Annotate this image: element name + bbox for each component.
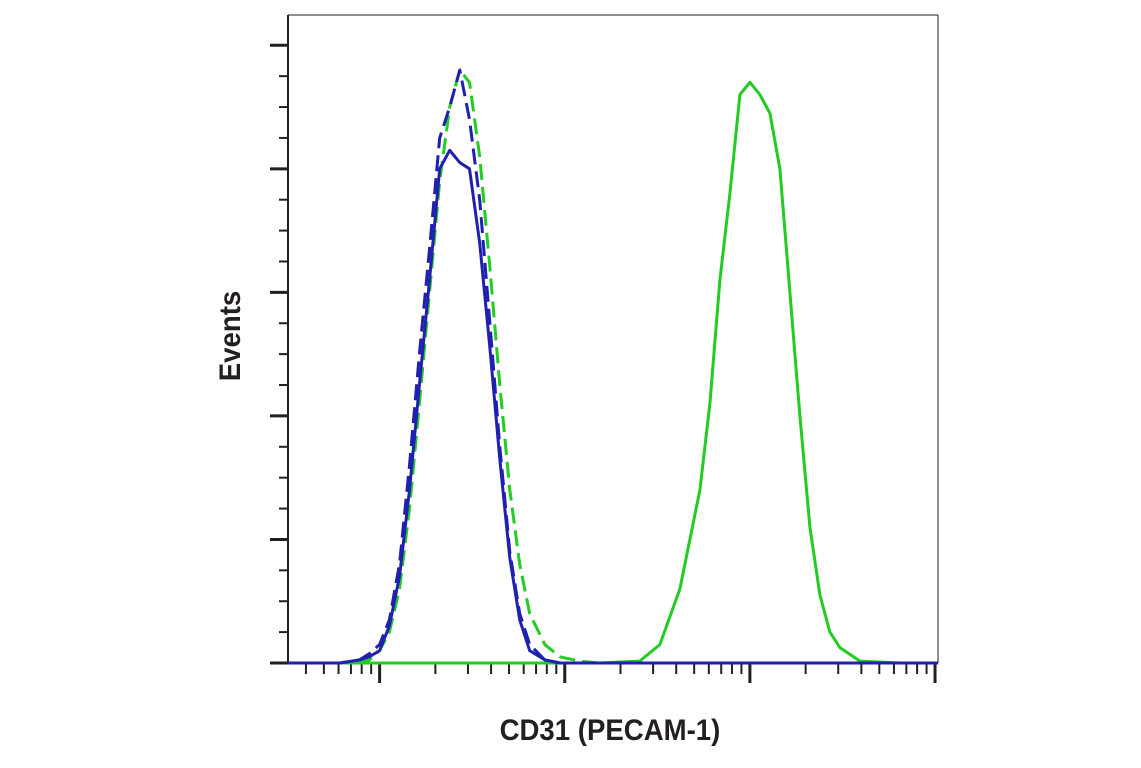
- y-axis-label: Events: [214, 291, 247, 381]
- x-axis-label: CD31 (PECAM-1): [500, 714, 721, 747]
- data-line: [288, 148, 938, 665]
- data-line: [288, 68, 561, 665]
- data-line: [288, 80, 938, 665]
